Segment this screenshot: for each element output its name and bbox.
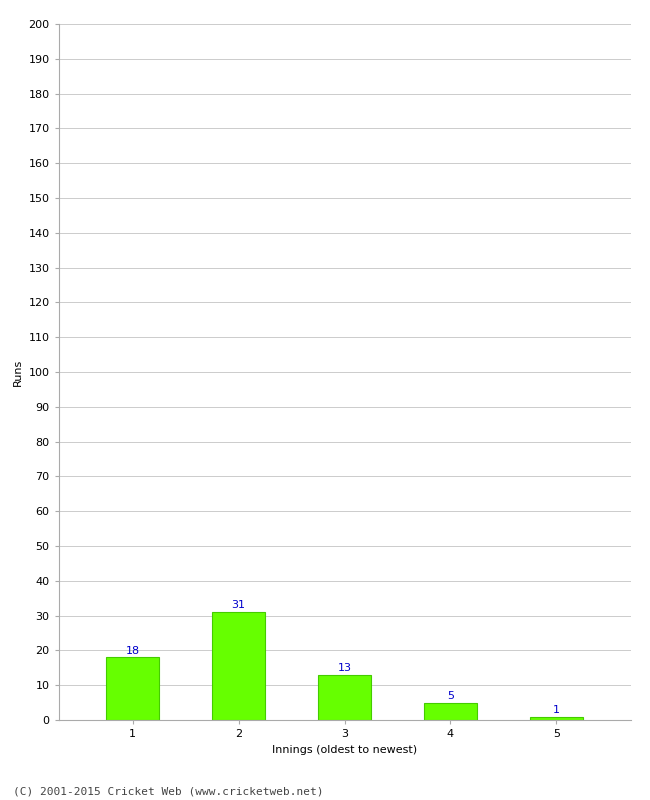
- Bar: [424, 702, 477, 720]
- Text: 1: 1: [553, 705, 560, 714]
- Text: 13: 13: [337, 663, 352, 673]
- Bar: [106, 658, 159, 720]
- Text: 5: 5: [447, 691, 454, 701]
- Bar: [530, 717, 583, 720]
- Y-axis label: Runs: Runs: [13, 358, 23, 386]
- Bar: [212, 612, 265, 720]
- Bar: [318, 674, 371, 720]
- X-axis label: Innings (oldest to newest): Innings (oldest to newest): [272, 745, 417, 754]
- Text: 18: 18: [125, 646, 140, 656]
- Text: (C) 2001-2015 Cricket Web (www.cricketweb.net): (C) 2001-2015 Cricket Web (www.cricketwe…: [13, 786, 324, 796]
- Text: 31: 31: [231, 600, 246, 610]
